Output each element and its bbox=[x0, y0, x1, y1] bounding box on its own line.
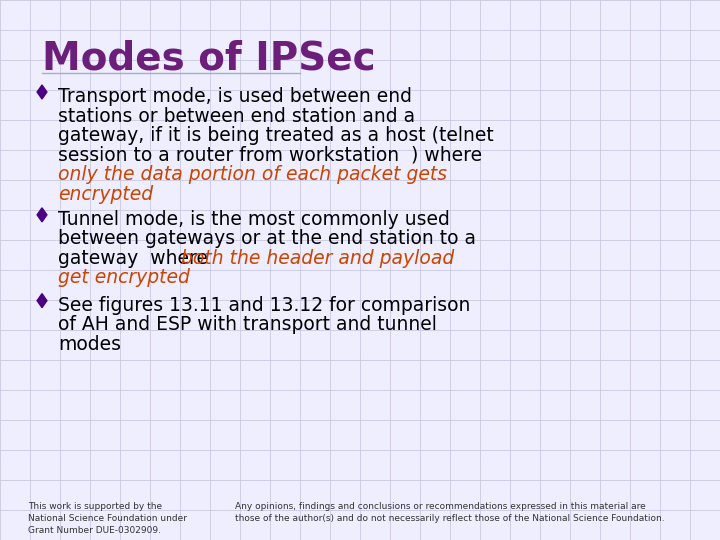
Text: Modes of IPSec: Modes of IPSec bbox=[42, 40, 376, 78]
Text: encrypted: encrypted bbox=[58, 185, 153, 204]
Text: Transport mode, is used between end: Transport mode, is used between end bbox=[58, 87, 412, 106]
Text: stations or between end station and a: stations or between end station and a bbox=[58, 106, 415, 125]
Text: only the data portion of each packet gets: only the data portion of each packet get… bbox=[58, 165, 447, 184]
Text: both the header and payload: both the header and payload bbox=[181, 249, 454, 268]
Text: of AH and ESP with transport and tunnel: of AH and ESP with transport and tunnel bbox=[58, 315, 437, 334]
Text: Any opinions, findings and conclusions or recommendations expressed in this mate: Any opinions, findings and conclusions o… bbox=[235, 502, 665, 523]
Text: gateway, if it is being treated as a host (telnet: gateway, if it is being treated as a hos… bbox=[58, 126, 494, 145]
Text: See figures 13.11 and 13.12 for comparison: See figures 13.11 and 13.12 for comparis… bbox=[58, 296, 470, 315]
Text: This work is supported by the
National Science Foundation under
Grant Number DUE: This work is supported by the National S… bbox=[28, 502, 187, 535]
Text: modes: modes bbox=[58, 335, 121, 354]
Text: between gateways or at the end station to a: between gateways or at the end station t… bbox=[58, 230, 476, 248]
Text: get encrypted: get encrypted bbox=[58, 268, 190, 287]
Text: session to a router from workstation  ) where: session to a router from workstation ) w… bbox=[58, 145, 482, 165]
Polygon shape bbox=[37, 208, 47, 222]
Text: gateway  where: gateway where bbox=[58, 249, 214, 268]
Text: Tunnel mode, is the most commonly used: Tunnel mode, is the most commonly used bbox=[58, 210, 450, 229]
Polygon shape bbox=[37, 85, 47, 99]
Polygon shape bbox=[37, 294, 47, 308]
